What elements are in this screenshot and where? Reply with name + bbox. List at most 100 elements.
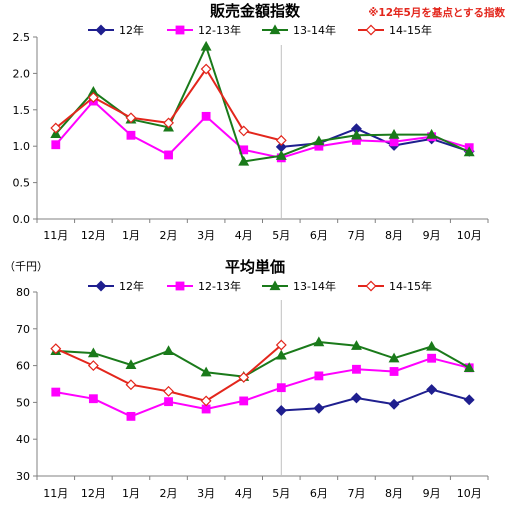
- data-point-13-14: [200, 366, 212, 377]
- data-point-12-13: [51, 387, 61, 397]
- legend-swatch-marker: [365, 24, 377, 36]
- data-point-13-14: [313, 135, 325, 146]
- data-point-13-14: [351, 129, 362, 140]
- data-point-12-13: [276, 383, 286, 393]
- x-tick-label: 9月: [423, 229, 441, 242]
- legend-label: 12年: [119, 23, 144, 37]
- y-tick-label: 0.5: [13, 177, 31, 190]
- series-12-13: [51, 353, 474, 421]
- legend-swatch-marker: [175, 281, 185, 291]
- x-tick-label: 11月: [43, 487, 68, 500]
- data-point-13-14: [275, 349, 287, 360]
- x-tick-label: 4月: [235, 487, 253, 500]
- data-point-14-15: [238, 371, 250, 383]
- x-tick-label: 7月: [347, 487, 365, 500]
- y-tick-label: 2.5: [13, 31, 31, 44]
- data-point-13-14: [463, 362, 475, 372]
- data-point-12: [313, 402, 325, 414]
- series-line-12-13: [55, 357, 470, 418]
- x-tick-label: 1月: [122, 487, 140, 500]
- data-point-12-13: [314, 371, 324, 381]
- data-point-13-14: [313, 336, 325, 347]
- legend-label: 12年: [119, 279, 144, 293]
- x-tick-label: 12月: [81, 229, 106, 242]
- chart-title-sales-index: 販売金額指数: [210, 2, 301, 20]
- series-line-12-13: [55, 100, 470, 159]
- legend-label: 14-15年: [389, 23, 432, 37]
- data-point-12-13: [352, 364, 361, 374]
- y-tick-label: 50: [16, 396, 30, 409]
- series-line-12: [281, 388, 470, 412]
- x-tick-label: 3月: [197, 229, 215, 242]
- data-point-12-13: [51, 140, 61, 150]
- data-point-14-15: [50, 343, 62, 355]
- legend-label: 13-14年: [293, 279, 336, 293]
- y-axis-unit-label: （千円）: [4, 260, 48, 273]
- data-point-14-15: [275, 339, 287, 351]
- data-point-14-15: [163, 117, 174, 129]
- x-tick-label: 3月: [197, 487, 215, 500]
- data-point-12-13: [126, 411, 136, 421]
- legend-item-12: 12年: [88, 23, 144, 37]
- x-tick-label: 11月: [43, 229, 68, 242]
- data-point-12-13: [88, 394, 98, 404]
- x-tick-label: 6月: [310, 229, 328, 242]
- legend-label: 12-13年: [198, 279, 241, 293]
- x-tick-label: 4月: [235, 229, 253, 242]
- data-point-12-13: [126, 130, 136, 140]
- data-point-12: [463, 394, 475, 406]
- data-point-13-14: [351, 340, 362, 350]
- data-point-14-15: [125, 112, 137, 124]
- legend-item-12-13: 12-13年: [167, 279, 241, 293]
- x-tick-label: 7月: [347, 229, 365, 242]
- legend-label: 12-13年: [198, 23, 241, 37]
- legend-swatch-marker: [175, 25, 185, 35]
- data-point-14-15: [125, 379, 137, 391]
- data-point-13-14: [275, 150, 287, 160]
- series-12: [275, 384, 475, 416]
- x-tick-label: 8月: [385, 487, 403, 500]
- x-tick-label: 2月: [160, 229, 178, 242]
- data-point-12: [426, 384, 438, 395]
- data-point-14-15: [50, 122, 62, 134]
- legend-swatch-marker: [95, 280, 107, 292]
- y-tick-label: 0.0: [13, 213, 31, 226]
- data-point-14-15: [200, 63, 212, 75]
- data-point-13-14: [87, 347, 99, 358]
- legend-swatch-marker: [365, 280, 377, 292]
- data-point-13-14: [388, 352, 400, 363]
- data-point-14-15: [200, 395, 212, 407]
- data-point-12-13: [427, 353, 437, 363]
- x-tick-label: 10月: [457, 487, 482, 500]
- series-14-15: [50, 339, 287, 407]
- series-line-13-14: [55, 341, 470, 378]
- data-point-12-13: [389, 137, 399, 147]
- data-point-12-13: [201, 111, 211, 121]
- chart-note-base-index: ※12年5月を基点とする指数: [368, 6, 505, 19]
- data-point-13-14: [388, 128, 400, 139]
- data-point-12: [388, 398, 400, 410]
- data-point-14-15: [87, 360, 99, 372]
- legend-item-14-15: 14-15年: [358, 279, 432, 293]
- data-point-13-14: [125, 359, 137, 370]
- series-13-14: [50, 336, 475, 381]
- data-point-12: [351, 392, 362, 404]
- chart-sales-index: 0.0 0.5 1.0 1.5 2.0 2.5 11月 12月 1月 2月 3月 4月 5月 6月 7月 8月…: [13, 23, 489, 242]
- data-point-14-15: [163, 385, 174, 397]
- chart-title-average-price: 平均単価: [225, 258, 285, 276]
- legend-item-13-14: 13-14年: [262, 23, 336, 37]
- y-tick-label: 1.5: [13, 104, 31, 117]
- data-point-12: [275, 405, 287, 416]
- data-point-14-15: [275, 134, 287, 146]
- legend-item-13-14: 13-14年: [262, 279, 336, 293]
- data-point-14-15: [238, 125, 250, 137]
- legend-label: 13-14年: [293, 23, 336, 37]
- legend-item-14-15: 14-15年: [358, 23, 432, 37]
- y-tick-label: 60: [16, 360, 30, 373]
- data-point-13-14: [426, 128, 438, 139]
- legend-label: 14-15年: [389, 279, 432, 293]
- y-tick-label: 40: [16, 433, 30, 446]
- legend-swatch-marker: [269, 24, 281, 35]
